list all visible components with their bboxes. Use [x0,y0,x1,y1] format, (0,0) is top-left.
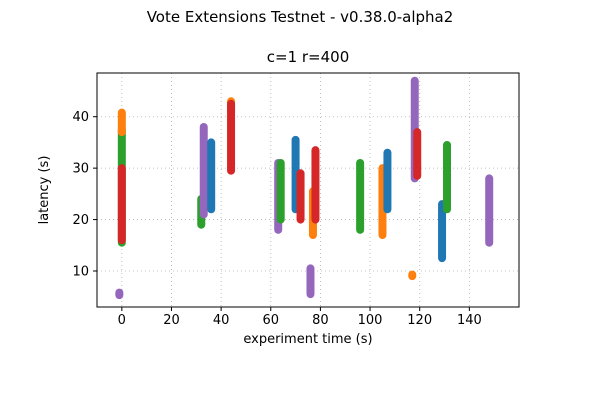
y-tick-label: 30 [72,162,89,177]
x-axis-label: experiment time (s) [243,332,372,347]
y-tick-label: 20 [72,213,89,228]
x-tick-label: 140 [457,313,482,328]
x-tick-label: 40 [213,313,230,328]
y-tick-label: 40 [72,110,89,125]
y-axis-label: latency (s) [37,156,52,225]
axes-frame [96,72,520,308]
x-tick-label: 0 [118,313,126,328]
y-tick-label: 10 [72,265,89,280]
figure-suptitle: Vote Extensions Testnet - v0.38.0-alpha2 [146,8,454,26]
x-tick-label: 100 [358,313,383,328]
x-tick-label: 60 [262,313,279,328]
axes-title: c=1 r=400 [266,48,350,66]
x-tick-label: 120 [407,313,432,328]
x-tick-label: 20 [163,313,180,328]
x-tick-label: 80 [312,313,329,328]
